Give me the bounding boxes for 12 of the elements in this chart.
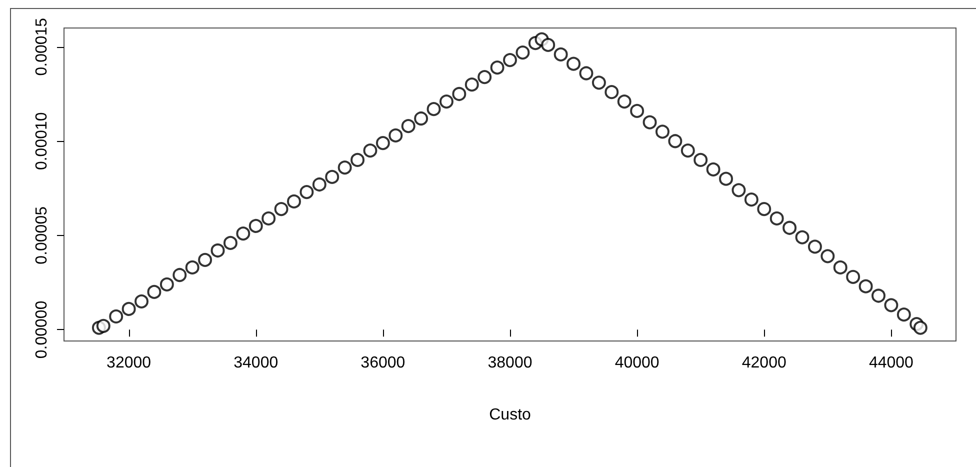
x-axis-title: Custo — [489, 406, 531, 424]
x-tick-label: 42000 — [742, 354, 786, 372]
x-tick-label: 44000 — [868, 354, 914, 372]
y-tick-label: 0.00015 — [34, 18, 50, 76]
y-tick-label: 0.00005 — [34, 206, 50, 264]
y-tick-label: 0.00010 — [34, 112, 50, 170]
x-tick-label: 40000 — [614, 354, 660, 372]
x-tick-label: 36000 — [360, 354, 406, 372]
x-tick-label: 32000 — [106, 354, 152, 372]
x-tick-label: 34000 — [234, 354, 278, 372]
x-tick-label: 38000 — [488, 354, 532, 372]
y-tick-label: 0.00000 — [34, 300, 50, 359]
